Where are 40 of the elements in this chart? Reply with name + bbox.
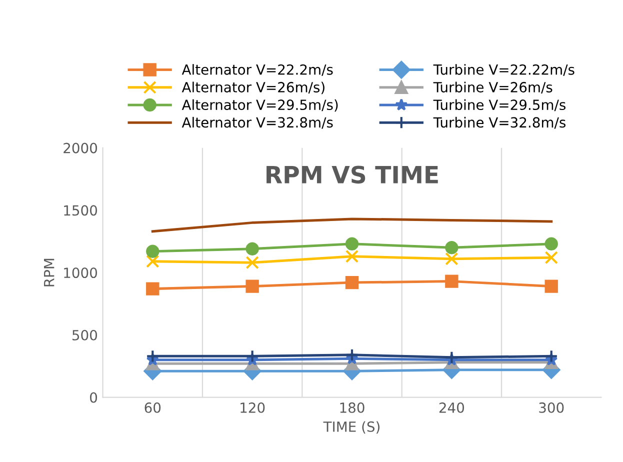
legend-label: Alternator V=22.2m/s xyxy=(182,64,333,76)
x-tick-label: 120 xyxy=(240,402,265,413)
y-axis-title: RPM xyxy=(44,258,54,286)
legend-label: Turbine V=29.5m/s xyxy=(433,99,566,112)
point xyxy=(146,282,160,296)
y-tick-label: 1500 xyxy=(64,205,98,216)
legend-label: Alternator V=29.5m/s) xyxy=(182,99,338,112)
point xyxy=(146,244,160,258)
x-tick-label: 180 xyxy=(340,402,364,413)
point xyxy=(246,256,259,270)
point xyxy=(146,350,160,363)
legend-label: Turbine V=32.8m/s xyxy=(433,116,566,129)
legend-label: Alternator V=32.8m/s xyxy=(182,116,333,129)
point xyxy=(544,251,558,264)
point xyxy=(345,237,359,250)
legend-label: Turbine V=26m/s xyxy=(433,82,552,94)
point xyxy=(246,242,259,256)
x-axis-title: TIME (S) xyxy=(323,421,380,434)
y-tick-label: 500 xyxy=(72,330,98,340)
point xyxy=(345,250,359,263)
point xyxy=(445,274,458,288)
point xyxy=(445,241,458,254)
line-series xyxy=(151,218,553,233)
y-tick-label: 1000 xyxy=(64,268,98,278)
point xyxy=(544,237,558,250)
point xyxy=(544,280,558,293)
y-tick-label: 0 xyxy=(90,392,98,403)
x-tick-label: 60 xyxy=(144,402,161,413)
point xyxy=(345,276,359,290)
point xyxy=(146,254,160,268)
point xyxy=(246,280,259,293)
point xyxy=(246,350,259,363)
legend-label: Alternator V=26m/s) xyxy=(182,82,324,94)
point xyxy=(345,348,359,362)
y-tick-label: 2000 xyxy=(64,142,98,154)
text: RPM VS TIME xyxy=(266,166,438,184)
x-tick-label: 240 xyxy=(439,402,464,413)
x-tick-label: 300 xyxy=(539,402,564,413)
legend-label: Turbine V=22.22m/s xyxy=(433,64,574,76)
point xyxy=(445,252,458,266)
